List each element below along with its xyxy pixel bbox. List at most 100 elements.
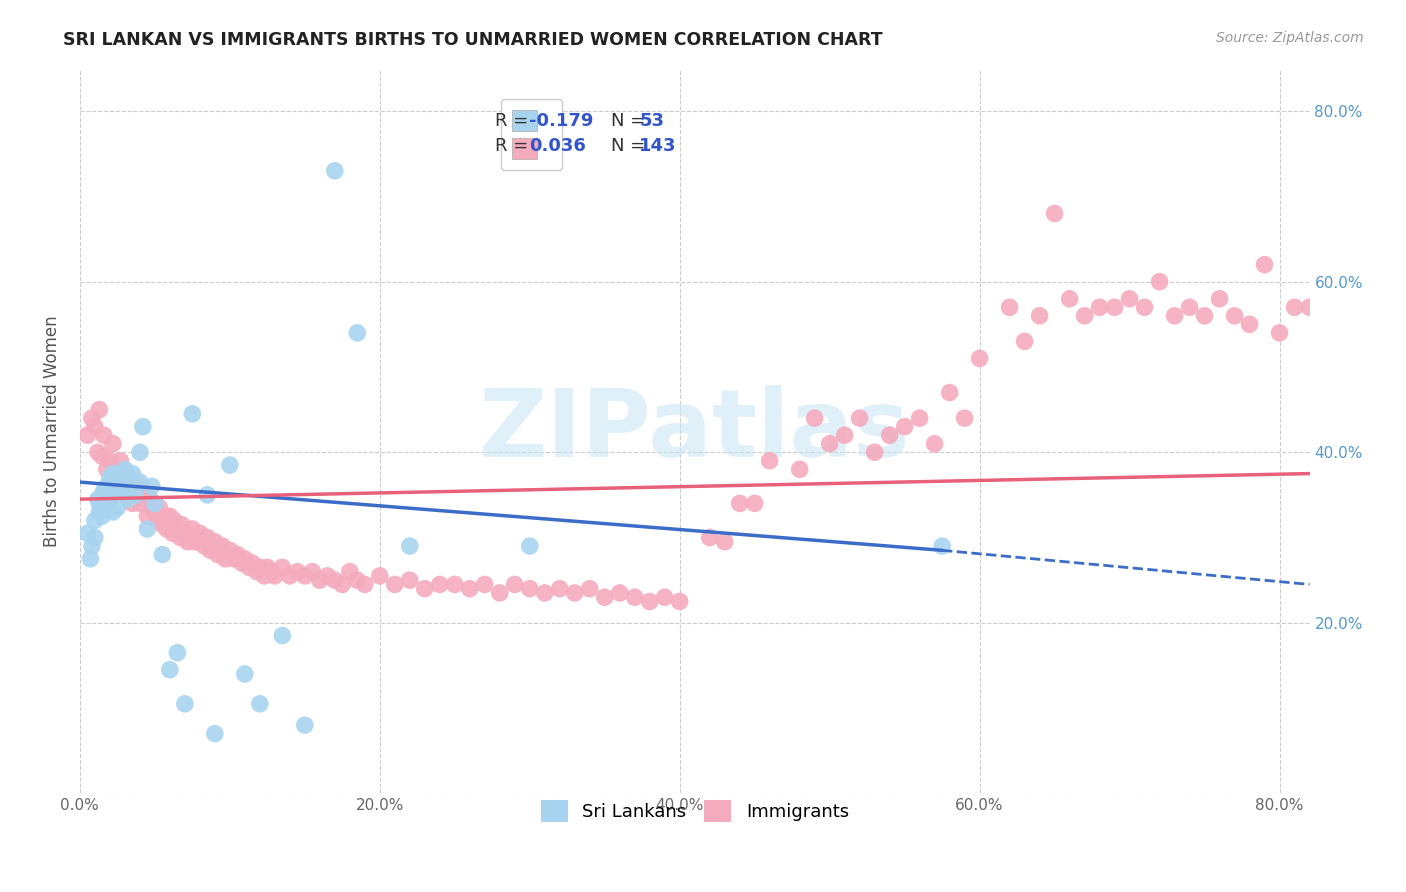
Point	[211, 539, 233, 553]
Point	[1014, 334, 1036, 349]
Point	[323, 164, 346, 178]
Point	[260, 565, 283, 579]
Point	[1298, 300, 1320, 314]
Point	[105, 462, 128, 476]
Point	[218, 458, 240, 472]
Text: 53: 53	[640, 112, 665, 129]
Point	[105, 500, 128, 515]
Point	[1208, 292, 1230, 306]
Point	[908, 411, 931, 425]
Point	[1073, 309, 1095, 323]
Point	[98, 471, 121, 485]
Point	[231, 556, 253, 570]
Point	[1253, 258, 1275, 272]
Point	[623, 591, 645, 605]
Text: N =: N =	[612, 112, 651, 129]
Point	[1059, 292, 1081, 306]
Point	[155, 509, 177, 524]
Point	[1028, 309, 1050, 323]
Point	[141, 500, 163, 515]
Point	[132, 419, 155, 434]
Point	[173, 526, 195, 541]
Point	[101, 467, 124, 481]
Point	[271, 629, 294, 643]
Point	[101, 505, 124, 519]
Point	[758, 454, 780, 468]
Point	[156, 522, 179, 536]
Point	[118, 471, 141, 485]
Point	[323, 573, 346, 587]
Point	[93, 483, 115, 498]
Point	[330, 577, 353, 591]
Point	[207, 548, 229, 562]
Point	[114, 483, 136, 498]
Point	[139, 492, 162, 507]
Point	[101, 483, 124, 498]
Point	[224, 552, 246, 566]
Point	[1194, 309, 1216, 323]
Point	[1104, 300, 1126, 314]
Point	[111, 467, 134, 481]
Point	[249, 697, 271, 711]
Point	[204, 534, 226, 549]
Point	[1239, 318, 1261, 332]
Point	[803, 411, 825, 425]
Point	[924, 436, 946, 450]
Point	[848, 411, 870, 425]
Point	[316, 569, 339, 583]
Point	[169, 531, 191, 545]
Point	[143, 505, 166, 519]
Point	[294, 718, 316, 732]
Point	[121, 496, 143, 510]
Point	[488, 586, 510, 600]
Point	[89, 505, 111, 519]
Text: ZIPatlas: ZIPatlas	[479, 385, 910, 477]
Point	[128, 475, 150, 489]
Point	[101, 436, 124, 450]
Text: R =: R =	[495, 137, 534, 155]
Point	[564, 586, 586, 600]
Point	[998, 300, 1021, 314]
Point	[181, 407, 204, 421]
Point	[834, 428, 856, 442]
Point	[128, 445, 150, 459]
Point	[96, 479, 118, 493]
Point	[83, 513, 105, 527]
Point	[398, 573, 420, 587]
Point	[93, 500, 115, 515]
Point	[1313, 334, 1336, 349]
Text: Source: ZipAtlas.com: Source: ZipAtlas.com	[1216, 31, 1364, 45]
Point	[96, 496, 118, 510]
Point	[308, 573, 330, 587]
Point	[83, 419, 105, 434]
Point	[699, 531, 721, 545]
Point	[159, 663, 181, 677]
Point	[193, 539, 215, 553]
Point	[195, 488, 218, 502]
Point	[91, 450, 114, 464]
Legend: Sri Lankans, Immigrants: Sri Lankans, Immigrants	[527, 788, 862, 835]
Point	[87, 492, 110, 507]
Point	[1358, 411, 1381, 425]
Point	[789, 462, 811, 476]
Point	[609, 586, 631, 600]
Point	[668, 594, 690, 608]
Point	[1133, 300, 1156, 314]
Point	[931, 539, 953, 553]
Text: 0.036: 0.036	[529, 137, 585, 155]
Point	[117, 488, 139, 502]
Point	[578, 582, 600, 596]
Point	[96, 462, 118, 476]
Point	[177, 534, 200, 549]
Point	[879, 428, 901, 442]
Point	[163, 513, 186, 527]
Point	[1178, 300, 1201, 314]
Point	[150, 517, 173, 532]
Point	[170, 517, 193, 532]
Point	[125, 475, 148, 489]
Text: N =: N =	[612, 137, 651, 155]
Point	[98, 492, 121, 507]
Point	[233, 552, 256, 566]
Point	[87, 445, 110, 459]
Point	[271, 560, 294, 574]
